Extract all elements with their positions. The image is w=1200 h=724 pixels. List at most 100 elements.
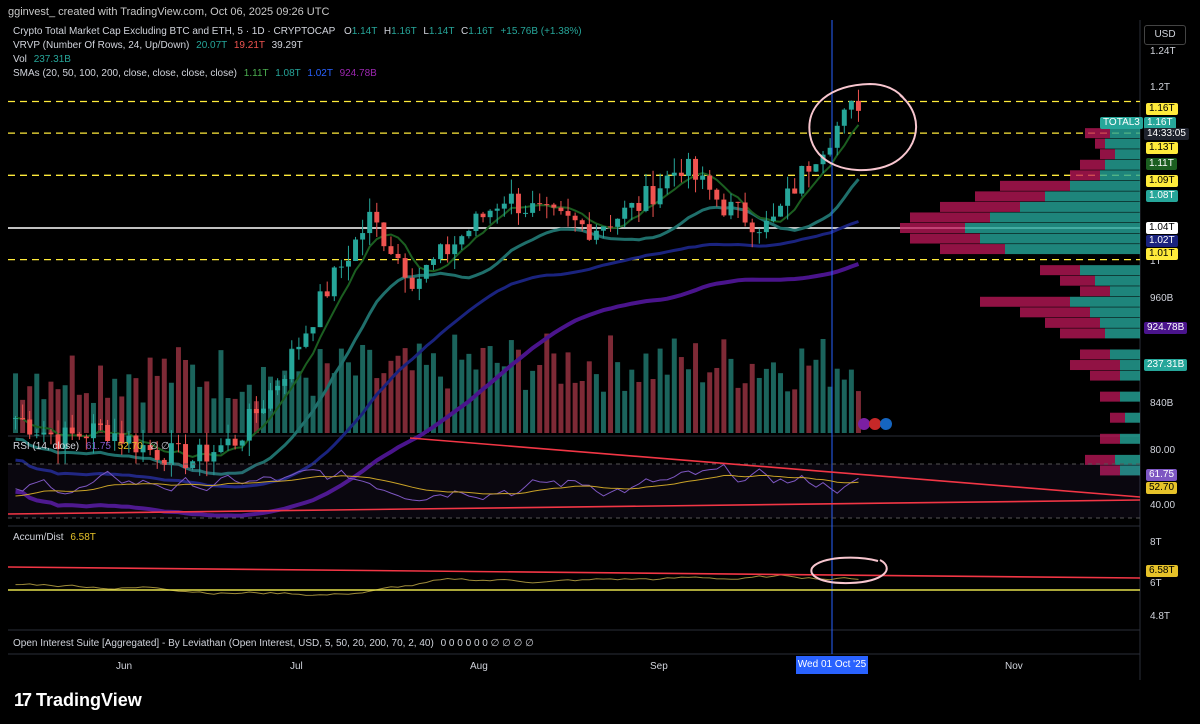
candle-body xyxy=(211,452,217,462)
volume-bar xyxy=(827,386,833,433)
volume-bar xyxy=(190,364,196,433)
volume-bar xyxy=(841,379,847,433)
candle-body xyxy=(749,222,755,233)
volume-profile-down-bar xyxy=(975,191,1045,202)
sma-legend[interactable]: SMAs (20, 50, 100, 200, close, close, cl… xyxy=(13,68,377,79)
candle-body xyxy=(572,215,578,221)
candle-body xyxy=(430,259,436,265)
candle-body xyxy=(289,349,295,380)
candle-body xyxy=(700,175,706,180)
volume-profile-up-bar xyxy=(1120,433,1140,444)
volume-profile-up-bar xyxy=(1100,317,1140,328)
volume-value: 237.31B xyxy=(33,54,71,65)
tradingview-mark-icon: 17 xyxy=(14,690,32,710)
sma200-line xyxy=(15,262,860,518)
candle-body xyxy=(544,204,550,206)
volume-profile-up-bar xyxy=(1070,296,1140,307)
volume-bar xyxy=(112,378,118,433)
flag-icon xyxy=(858,418,870,430)
candle-body xyxy=(523,212,529,214)
symbol-header[interactable]: Crypto Total Market Cap Excluding BTC an… xyxy=(13,26,582,37)
volume-bar xyxy=(126,374,132,433)
oi-legend[interactable]: Open Interest Suite [Aggregated] - By Le… xyxy=(13,638,534,649)
volume-bar xyxy=(615,362,621,433)
volume-bar xyxy=(345,362,351,433)
candle-body xyxy=(515,193,521,214)
volume-profile-up-bar xyxy=(1045,191,1140,202)
volume-profile-down-bar xyxy=(1100,433,1120,444)
volume-bar xyxy=(282,370,288,433)
rsi-tick: 40.00 xyxy=(1150,500,1176,511)
candle-body xyxy=(20,417,26,420)
currency-button[interactable]: USD xyxy=(1144,25,1186,45)
volume-profile-up-bar xyxy=(990,212,1140,223)
candle-body xyxy=(586,224,592,240)
level-badge: 1.09T xyxy=(1146,175,1178,187)
candle-body xyxy=(820,154,826,165)
volume-profile-up-bar xyxy=(1110,349,1140,360)
month-label: Jul xyxy=(290,661,303,672)
volume-profile-up-bar xyxy=(1110,128,1140,139)
volume-bar xyxy=(416,343,422,433)
volume-bar xyxy=(515,349,521,433)
volume-profile-up-bar xyxy=(980,233,1140,244)
candle-body xyxy=(834,125,840,148)
rsi-badge: 61.75 xyxy=(1146,469,1178,481)
volume-bar xyxy=(544,333,550,433)
volume-bar xyxy=(409,370,415,433)
rsi-legend[interactable]: RSI (14, close) 61.75 52.70 ∅ ∅ xyxy=(13,441,170,452)
month-label: Nov xyxy=(1005,661,1023,672)
volume-bar xyxy=(792,389,798,433)
volume-bar xyxy=(98,365,104,433)
volume-profile-up-bar xyxy=(1105,138,1140,149)
candle-body xyxy=(303,333,309,347)
volume-bar xyxy=(147,357,153,433)
volume-profile-down-bar xyxy=(1100,465,1120,476)
volume-profile-down-bar xyxy=(1070,360,1120,371)
candle-body xyxy=(55,434,61,450)
vrvp-legend[interactable]: VRVP (Number Of Rows, 24, Up/Down) 20.07… xyxy=(13,40,303,51)
candle-body xyxy=(253,408,259,414)
level-badge: 1.04T xyxy=(1146,222,1178,234)
candle-body xyxy=(381,222,387,247)
oi-label: Open Interest Suite [Aggregated] - By Le… xyxy=(13,638,434,649)
candle-body xyxy=(175,443,181,445)
volume-legend[interactable]: Vol 237.31B xyxy=(13,54,71,65)
volume-bar xyxy=(239,391,245,433)
ohlc-high-label: H xyxy=(383,26,392,37)
volume-bar xyxy=(119,396,125,433)
volume-profile-up-bar xyxy=(1120,360,1140,371)
volume-bar xyxy=(579,380,585,433)
candle-body xyxy=(508,193,514,204)
candle-body xyxy=(558,207,564,212)
volume-bar xyxy=(197,386,203,433)
volume-bar xyxy=(629,369,635,433)
volume-bar xyxy=(650,379,656,433)
accum-legend[interactable]: Accum/Dist 6.58T xyxy=(13,532,96,543)
candle-body xyxy=(841,109,847,126)
candle-body xyxy=(76,433,82,437)
candle-body xyxy=(629,202,635,208)
volume-bar xyxy=(133,378,139,433)
candle-body xyxy=(615,218,621,227)
volume-bar xyxy=(763,368,769,433)
candle-body xyxy=(636,202,642,211)
volume-profile-down-bar xyxy=(1060,275,1095,286)
volume-bar xyxy=(820,338,826,433)
volume-bar xyxy=(324,363,330,433)
volume-bar xyxy=(636,381,642,433)
sma200-value: 924.78B xyxy=(339,68,377,79)
volume-bar xyxy=(310,395,316,433)
candle-body xyxy=(756,232,762,234)
volume-bar xyxy=(140,402,146,433)
candle-body xyxy=(438,244,444,260)
candle-body xyxy=(473,213,479,231)
tradingview-logo[interactable]: 17 TradingView xyxy=(14,690,142,711)
volume-label: Vol xyxy=(13,54,27,65)
volume-bar xyxy=(289,348,295,433)
volume-bar xyxy=(721,339,727,433)
volume-bar xyxy=(338,348,344,433)
candle-body xyxy=(685,158,691,176)
volume-bar xyxy=(459,359,465,433)
